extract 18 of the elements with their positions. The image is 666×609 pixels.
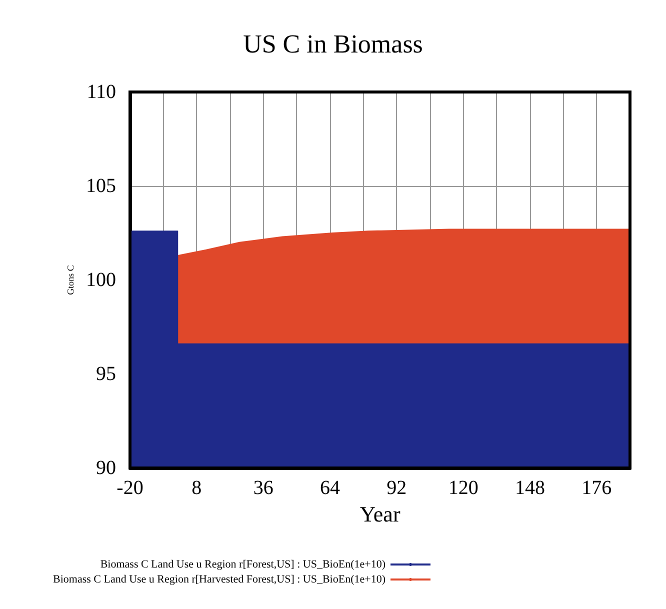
y-tick-label: 100 [86, 269, 116, 291]
legend-label: Biomass C Land Use u Region r[Forest,US] : US_BioEn(1e+10) [100, 558, 386, 570]
x-tick-label: 176 [582, 477, 612, 499]
y-tick-label: 95 [96, 363, 116, 385]
x-tick-label: 92 [386, 477, 407, 499]
y-tick-label: 110 [86, 81, 116, 103]
y-tick-label: 90 [96, 457, 116, 479]
x-tick-label: 64 [320, 477, 340, 499]
y-tick-label: 105 [86, 175, 116, 197]
y-axis-title: Gtons C [66, 265, 76, 295]
x-tick-label: 8 [192, 477, 202, 499]
x-tick-label: 36 [253, 477, 274, 499]
x-axis-title: Year [360, 501, 401, 526]
x-tick-label: -20 [116, 477, 144, 499]
x-tick-label: 120 [448, 477, 478, 499]
chart-title: US C in Biomass [243, 30, 423, 58]
legend-label: Biomass C Land Use u Region r[Harvested Forest,US] : US_BioEn(1e+10) [53, 574, 386, 586]
x-tick-label: 148 [515, 477, 545, 499]
